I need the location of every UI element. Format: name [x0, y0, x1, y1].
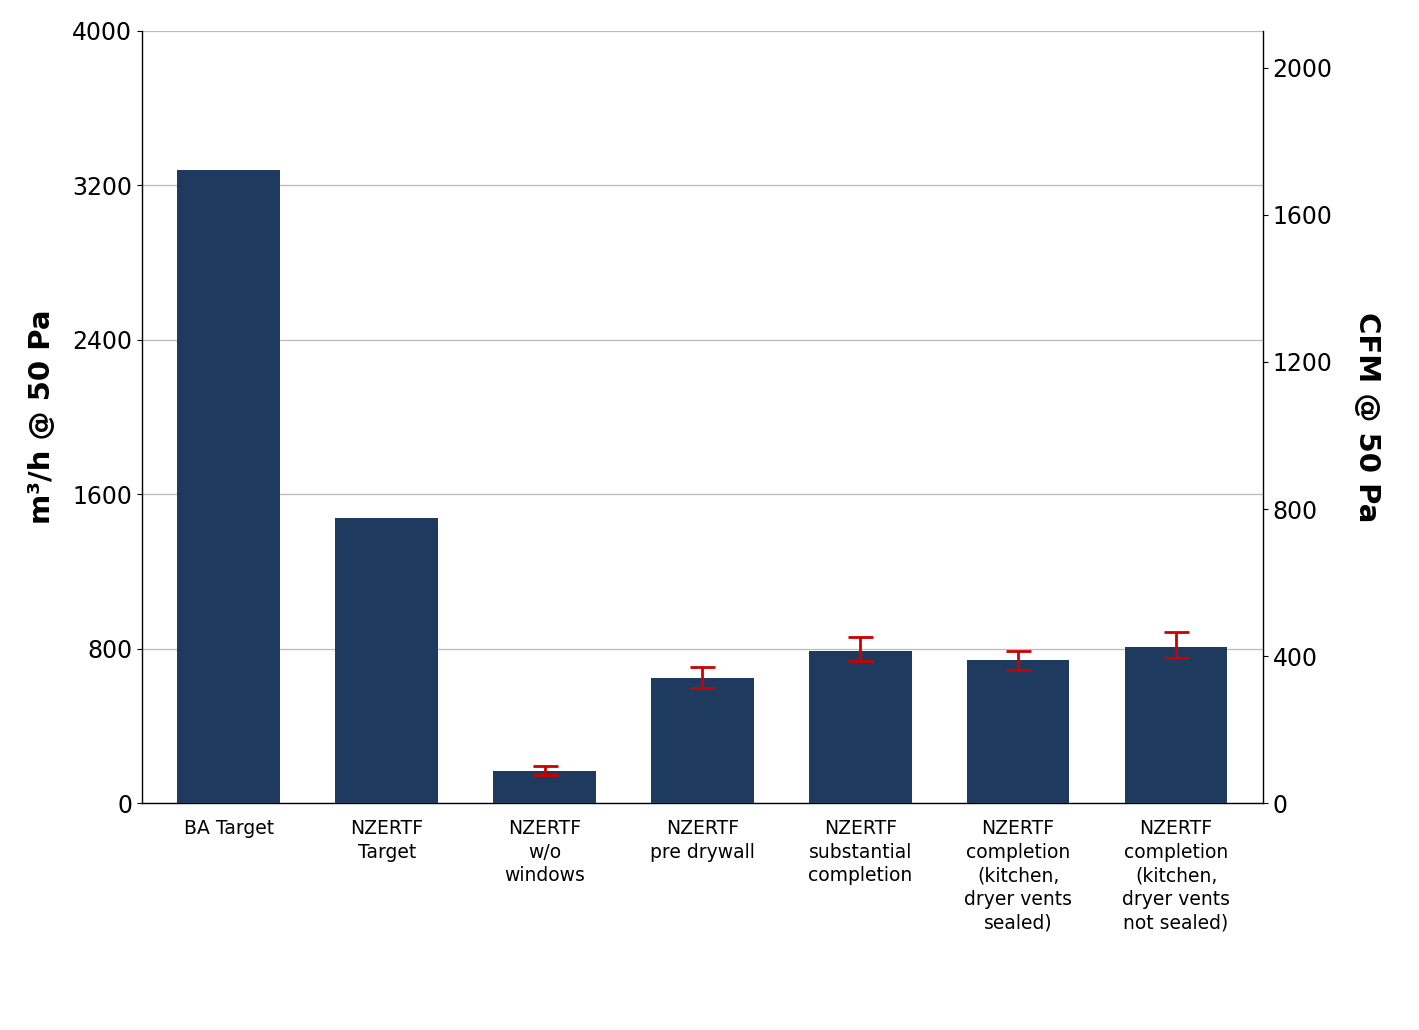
Bar	[177, 170, 280, 803]
Bar	[335, 518, 438, 803]
Bar	[494, 770, 596, 803]
Y-axis label: CFM @ 50 Pa: CFM @ 50 Pa	[1354, 312, 1382, 522]
Bar	[651, 678, 753, 803]
Bar	[966, 660, 1070, 803]
Y-axis label: m³/h @ 50 Pa: m³/h @ 50 Pa	[27, 310, 55, 524]
Bar	[1125, 647, 1227, 803]
Bar	[809, 651, 911, 803]
